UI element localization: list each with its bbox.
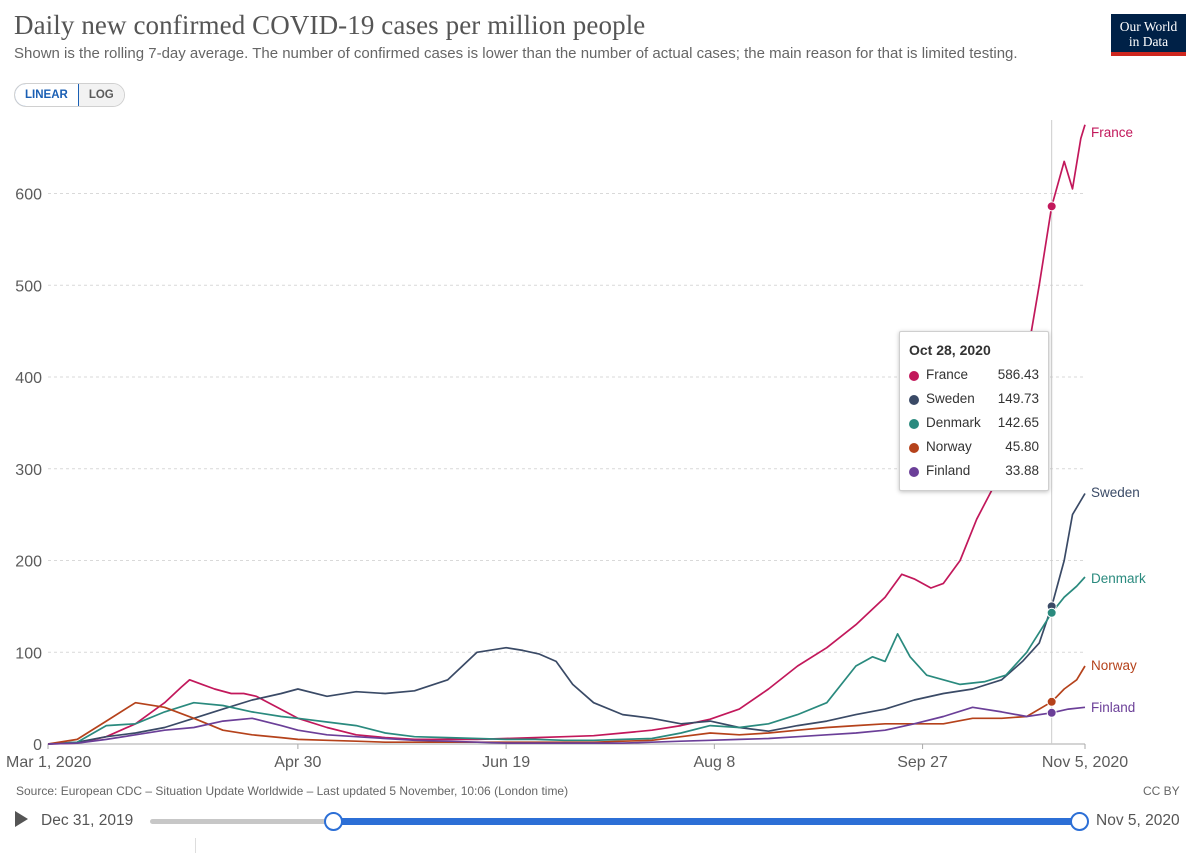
y-tick-label: 400	[15, 370, 42, 387]
linear-scale-button[interactable]: LINEAR	[14, 84, 79, 106]
finland-dot-icon	[909, 467, 919, 477]
logo-line-1: Our World	[1119, 19, 1178, 34]
tooltip-row-finland: Finland 33.88	[909, 463, 1039, 481]
tooltip-name: Denmark	[926, 415, 981, 430]
tooltip-row-norway: Norway 45.80	[909, 439, 1039, 457]
tooltip-value: 142.65	[997, 415, 1039, 430]
series-label-denmark: Denmark	[1091, 571, 1146, 586]
timeline-end-handle[interactable]	[1070, 812, 1089, 831]
tooltip-name: Sweden	[926, 391, 975, 406]
x-tick-label: Apr 30	[274, 754, 321, 771]
source-note[interactable]: Source: European CDC – Situation Update …	[16, 784, 569, 798]
tooltip-value: 45.80	[1005, 439, 1039, 454]
y-tick-label: 100	[15, 645, 42, 662]
timeline-end-label: Nov 5, 2020	[1096, 812, 1180, 829]
y-tick-label: 0	[33, 737, 42, 754]
tooltip-value: 33.88	[1005, 463, 1039, 478]
tooltip-row-france: France 586.43	[909, 367, 1039, 385]
series-label-france: France	[1091, 125, 1133, 140]
tooltip-row-sweden: Sweden 149.73	[909, 391, 1039, 409]
timeline-track[interactable]	[150, 819, 330, 824]
tooltip-value: 149.73	[997, 391, 1039, 406]
scale-toggle[interactable]: LINEAR LOG	[14, 83, 125, 107]
series-label-sweden: Sweden	[1091, 485, 1140, 500]
series-label-norway: Norway	[1091, 658, 1137, 673]
series-label-finland: Finland	[1091, 700, 1135, 715]
hover-point-denmark	[1046, 607, 1057, 618]
tooltip-name: Finland	[926, 463, 971, 478]
timeline-start-handle[interactable]	[324, 812, 343, 831]
timeline-selected-range[interactable]	[332, 818, 1078, 825]
license-link[interactable]: CC BY	[1143, 784, 1180, 798]
line-chart[interactable]: 0 100 200 300 400 500 600 Mar 1, 2020 Apr 30 Jun…	[0, 0, 1200, 790]
hover-point-finland	[1046, 707, 1057, 718]
series-line-sweden	[47, 493, 1086, 745]
y-tick-label: 300	[15, 462, 42, 479]
y-tick-label: 200	[15, 554, 42, 571]
chart-title: Daily new confirmed COVID-19 cases per m…	[14, 10, 646, 40]
timeline-start-label: Dec 31, 2019	[41, 812, 134, 829]
tooltip-date: Oct 28, 2020	[909, 342, 991, 358]
tooltip-name: France	[926, 367, 969, 382]
x-tick-label: Jun 19	[482, 754, 530, 771]
tooltip-row-denmark: Denmark 142.65	[909, 415, 1039, 433]
tooltip-value: 586.43	[997, 367, 1039, 382]
x-tick-label: Sep 27	[897, 754, 948, 771]
tooltip: Oct 28, 2020 France 586.43 Sweden 149.73…	[899, 331, 1049, 491]
x-tick-label: Nov 5, 2020	[1042, 754, 1128, 771]
x-tick-label: Mar 1, 2020	[6, 754, 91, 771]
logo-line-2: in Data	[1128, 34, 1169, 49]
play-icon[interactable]	[15, 811, 28, 827]
series-line-denmark	[47, 576, 1086, 745]
hover-point-norway	[1046, 696, 1057, 707]
tooltip-name: Norway	[926, 439, 972, 454]
series-line-norway	[47, 665, 1086, 745]
bottom-tab-bar	[195, 838, 1036, 853]
norway-dot-icon	[909, 443, 919, 453]
y-tick-label: 500	[15, 278, 42, 295]
logo-accent-bar	[1111, 52, 1186, 56]
log-scale-button[interactable]: LOG	[78, 84, 124, 106]
chart-subtitle: Shown is the rolling 7-day average. The …	[14, 45, 1018, 62]
france-dot-icon	[909, 371, 919, 381]
x-tick-label: Aug 8	[693, 754, 735, 771]
denmark-dot-icon	[909, 419, 919, 429]
series-line-finland	[47, 706, 1086, 745]
owid-logo[interactable]: Our World in Data	[1111, 14, 1186, 56]
hover-point-france	[1046, 201, 1057, 212]
sweden-dot-icon	[909, 395, 919, 405]
y-tick-label: 600	[15, 187, 42, 204]
